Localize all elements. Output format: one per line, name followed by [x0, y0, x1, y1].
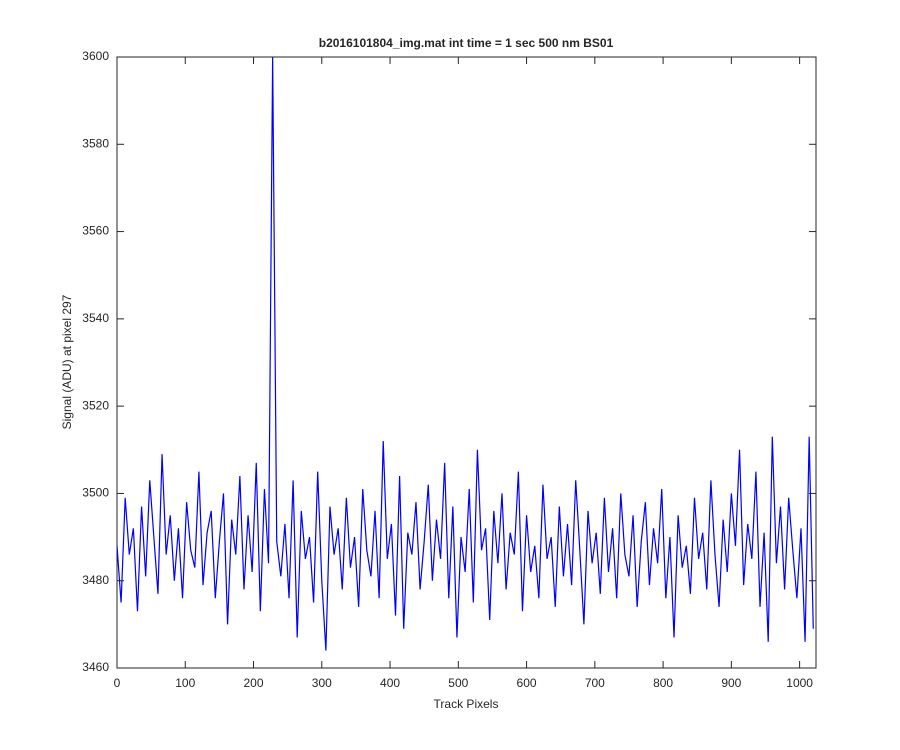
y-tick-label: 3600 — [82, 49, 109, 63]
x-tick-label: 400 — [380, 676, 400, 690]
x-axis-label: Track Pixels — [434, 697, 499, 711]
x-tick-label: 200 — [244, 676, 264, 690]
y-tick-label: 3580 — [82, 136, 109, 150]
x-tick-label: 1000 — [786, 676, 813, 690]
x-tick-label: 500 — [448, 676, 468, 690]
chart-title: b2016101804_img.mat int time = 1 sec 500… — [319, 36, 614, 50]
y-tick-label: 3480 — [82, 573, 109, 587]
x-tick-label: 600 — [517, 676, 537, 690]
y-tick-label: 3540 — [82, 311, 109, 325]
x-tick-label: 300 — [312, 676, 332, 690]
data-line — [117, 57, 814, 651]
x-tick-label: 700 — [585, 676, 605, 690]
y-axis-label: Signal (ADU) at pixel 297 — [60, 294, 74, 429]
plot-box — [116, 56, 817, 669]
y-tick-label: 3500 — [82, 486, 109, 500]
x-tick-label: 800 — [653, 676, 673, 690]
y-tick-label: 3560 — [82, 224, 109, 238]
y-tick-label: 3460 — [82, 660, 109, 674]
x-tick-label: 900 — [721, 676, 741, 690]
y-tick-label: 3520 — [82, 398, 109, 412]
x-tick-label: 100 — [175, 676, 195, 690]
x-tick-label: 0 — [114, 676, 121, 690]
